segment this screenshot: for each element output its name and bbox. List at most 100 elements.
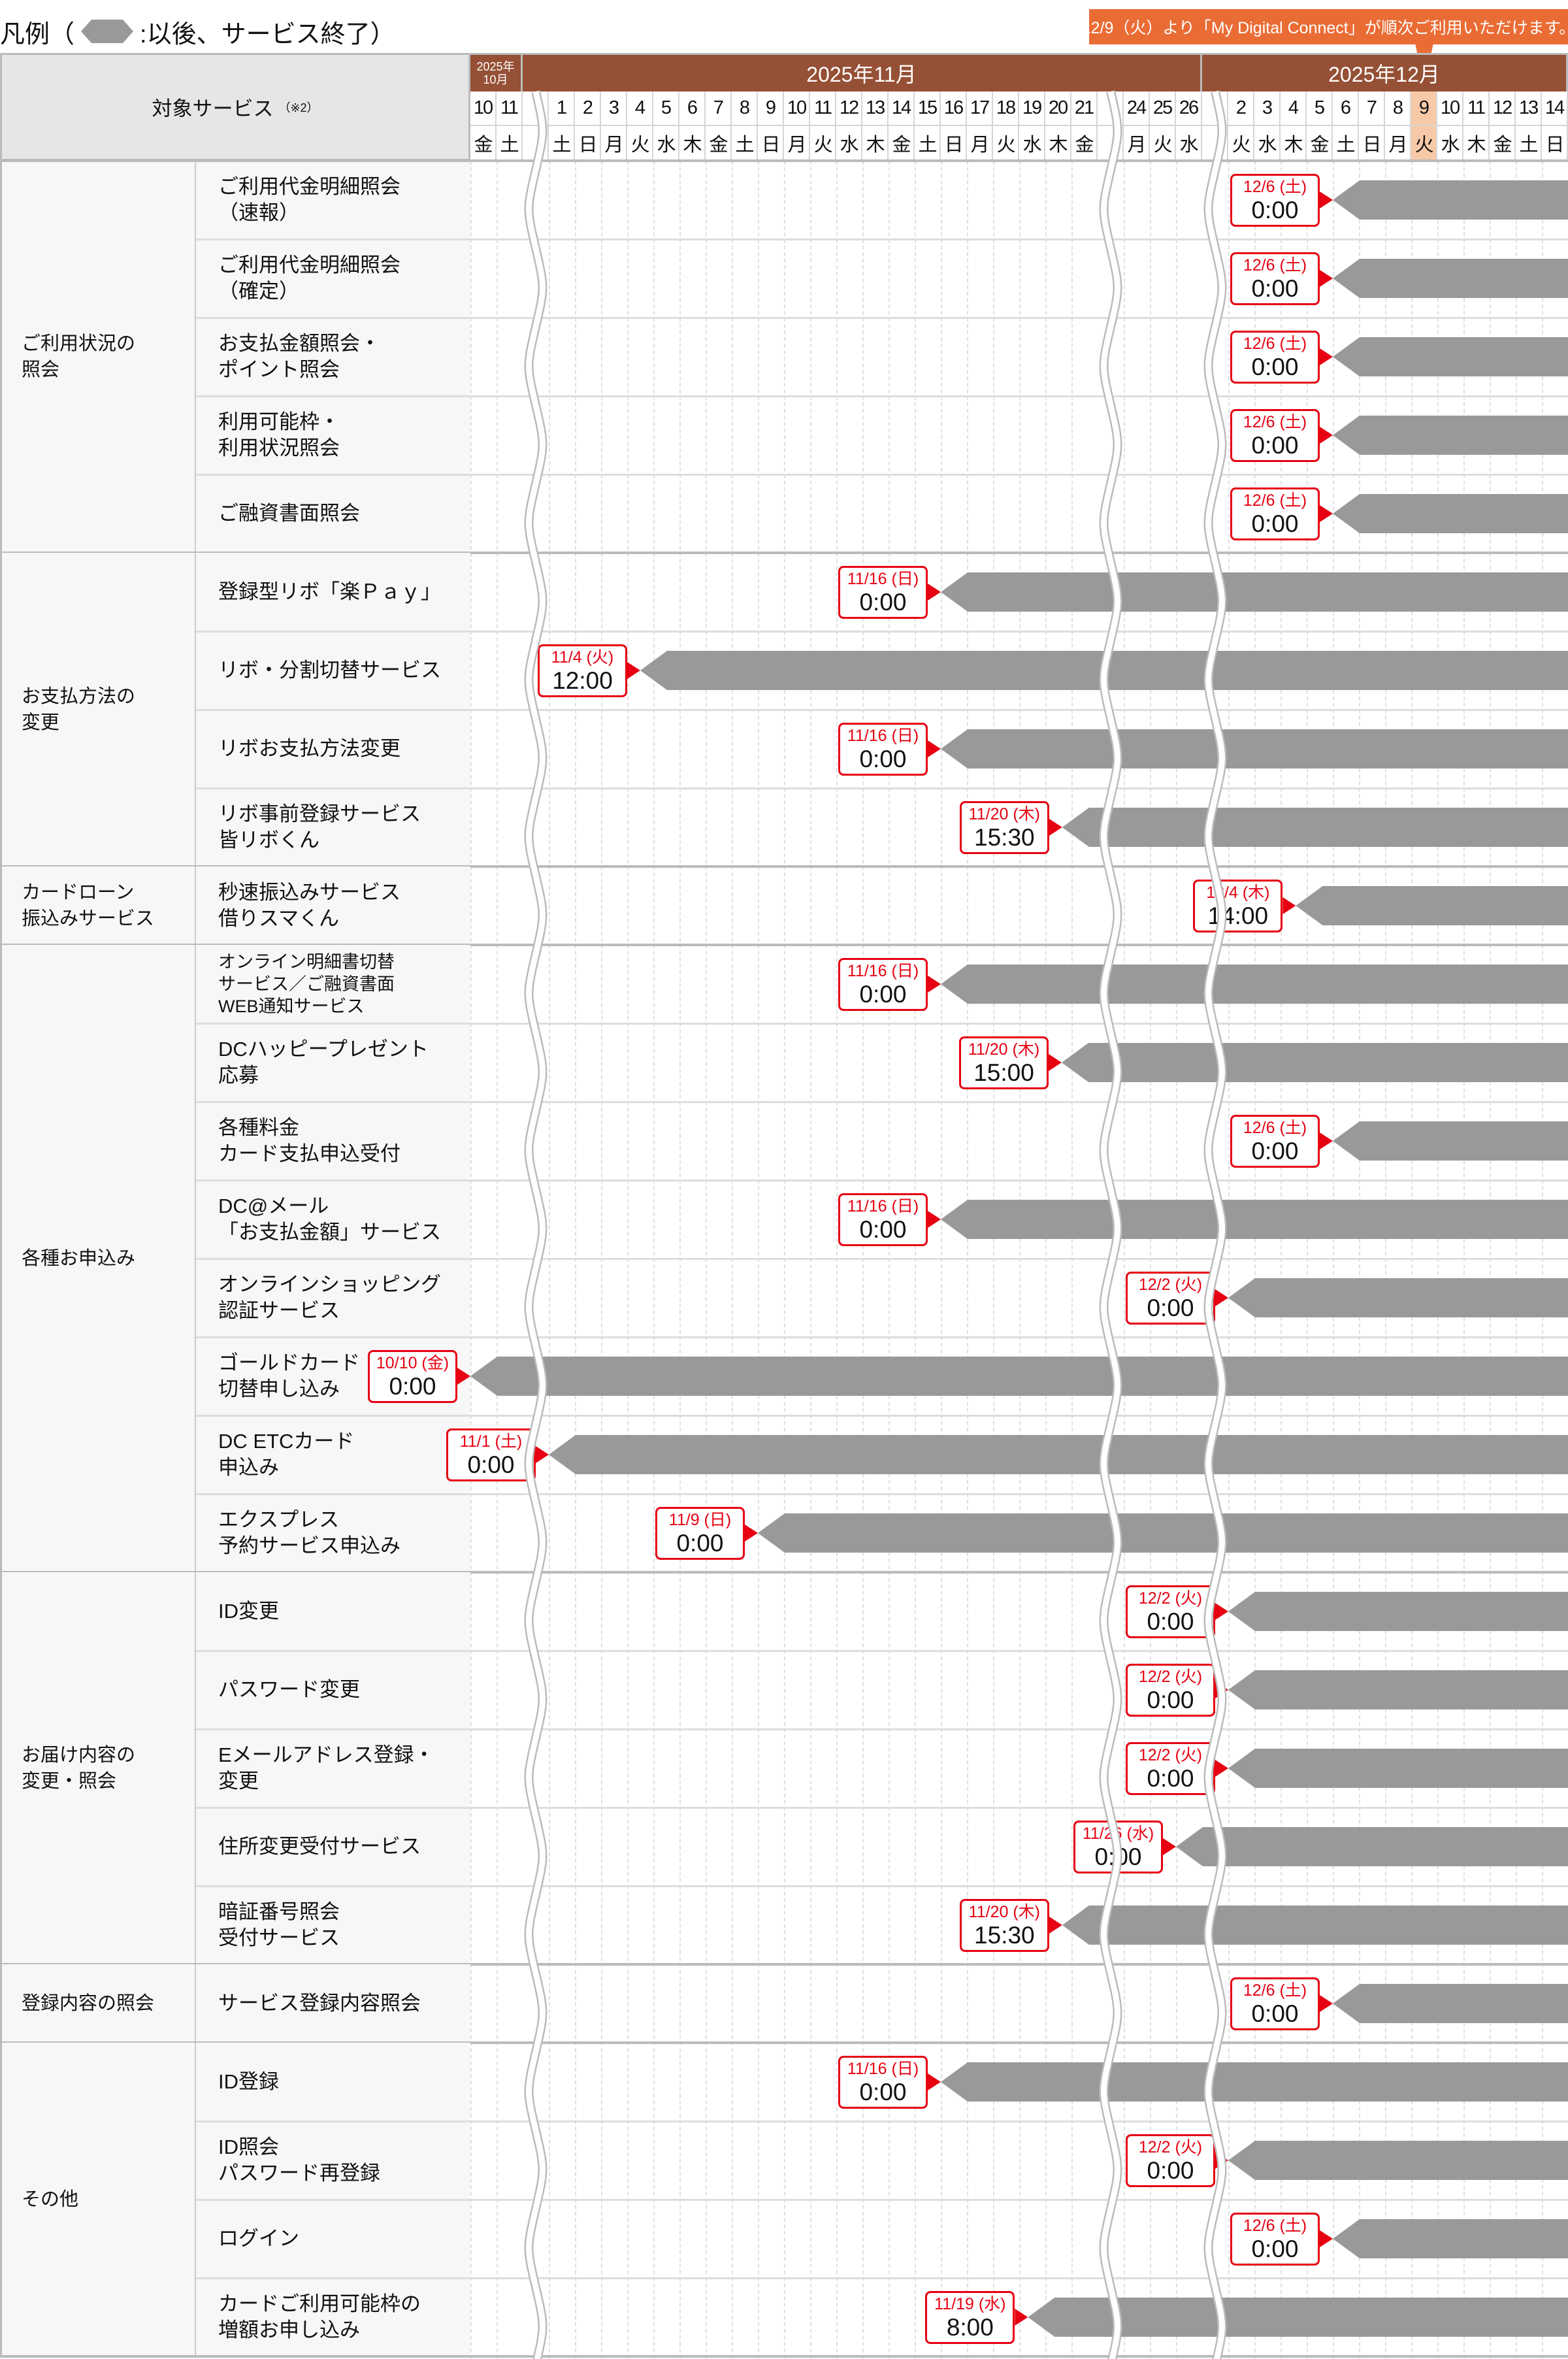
day-gridline (1281, 161, 1282, 2359)
day-gridline (1045, 161, 1047, 2359)
day-gridline (706, 161, 707, 2359)
header-service-note: （※2） (278, 101, 319, 114)
end-date: 11/19 (水) (934, 2294, 1006, 2313)
date-11-20: 20 (1045, 91, 1071, 126)
date-11-11: 11 (810, 91, 836, 126)
end-time: 0:00 (859, 2078, 907, 2105)
weekday-11-8: 土 (732, 126, 758, 161)
service-ended-bar (1333, 259, 1568, 298)
date-12-11: 11 (1463, 91, 1490, 126)
group-label: お届け内容の 変更・照会 (0, 1572, 196, 1964)
day-gridline (1228, 161, 1230, 2359)
date-11-16: 16 (941, 91, 967, 126)
end-datetime-label: 12/6 (土) 0:00 (1230, 331, 1320, 384)
day-gridline (1124, 161, 1125, 2359)
end-time: 0:00 (1251, 510, 1299, 537)
service-name: 利用可能枠・ 利用状況照会 (196, 396, 470, 474)
end-datetime-label: 12/6 (土) 0:00 (1230, 2213, 1320, 2266)
service-ended-bar (1333, 1984, 1568, 2023)
end-time: 15:30 (974, 823, 1035, 851)
service-ended-bar (1228, 1592, 1568, 1631)
row-divider (196, 474, 1568, 476)
service-ended-bar (1296, 886, 1568, 925)
end-date: 11/16 (日) (847, 569, 919, 588)
day-gridline (862, 161, 864, 2359)
end-datetime-label: 12/6 (土) 0:00 (1230, 409, 1320, 462)
day-gridline (1019, 161, 1021, 2359)
end-time: 0:00 (859, 588, 907, 616)
date-12-14: 14 (1542, 91, 1568, 126)
end-date: 12/6 (土) (1243, 1981, 1307, 2000)
end-date: 11/4 (火) (551, 648, 614, 667)
weekday-11-6: 木 (679, 126, 706, 161)
end-date: 11/9 (日) (668, 1510, 732, 1529)
end-time: 15:30 (974, 1921, 1035, 1949)
row-divider (196, 1023, 1568, 1025)
date-11-4: 4 (627, 91, 653, 126)
date-11-14: 14 (889, 91, 915, 126)
date-12-8: 8 (1385, 91, 1411, 126)
row-divider (196, 1885, 1568, 1887)
end-date: 11/20 (木) (968, 1040, 1040, 1059)
service-name: カードご利用可能枠の 増額お申し込み (196, 2278, 470, 2356)
group-divider (0, 865, 1568, 868)
end-datetime-label: 11/4 (火) 12:00 (538, 644, 627, 697)
group-divider (0, 552, 1568, 554)
date-11-19: 19 (1019, 91, 1045, 126)
date-12-13: 13 (1516, 91, 1542, 126)
weekday-11-25: 火 (1150, 126, 1176, 161)
end-datetime-label: 11/16 (日) 0:00 (838, 2056, 928, 2109)
day-gridline (601, 161, 602, 2359)
service-name: ID照会 パスワード再登録 (196, 2121, 470, 2200)
service-name: エクスプレス 予約サービス申込み (196, 1494, 470, 1572)
service-ended-bar (1333, 180, 1568, 220)
service-ended-bar (549, 1435, 1568, 1474)
day-gridline (1071, 161, 1073, 2359)
end-date: 12/6 (土) (1243, 177, 1307, 196)
end-date: 11/16 (日) (847, 726, 919, 745)
day-gridline (1176, 161, 1177, 2359)
date-11-18: 18 (993, 91, 1019, 126)
day-gridline (653, 161, 655, 2359)
date-11-25: 25 (1150, 91, 1176, 126)
end-date: 12/2 (火) (1138, 1667, 1203, 1686)
end-time: 0:00 (1147, 2156, 1194, 2184)
row-divider (196, 709, 1568, 711)
group-divider (0, 944, 1568, 946)
end-date: 12/6 (土) (1243, 256, 1307, 274)
row-divider (196, 239, 1568, 240)
end-datetime-label: 11/16 (日) 0:00 (838, 566, 928, 619)
end-time: 0:00 (389, 1372, 436, 1400)
group-divider (0, 2355, 1568, 2358)
group-divider (0, 1571, 1568, 1574)
weekday-11-5: 水 (653, 126, 679, 161)
month-header-10: 2025年 10月 (470, 53, 523, 91)
weekday-10-11: 土 (497, 126, 523, 161)
date-11-17: 17 (967, 91, 993, 126)
service-name: リボ事前登録サービス 皆リボくん (196, 788, 470, 866)
day-gridline (1437, 161, 1439, 2359)
service-ended-bar (1228, 1278, 1568, 1317)
month-header-12: 2025年12月 (1202, 53, 1568, 91)
end-date: 12/2 (火) (1138, 1745, 1203, 1764)
day-gridline (1385, 161, 1386, 2359)
row-divider (196, 1650, 1568, 1652)
weekday-11-24: 月 (1124, 126, 1150, 161)
end-date: 11/16 (日) (847, 961, 919, 980)
day-gridline (1333, 161, 1334, 2359)
row-divider (196, 1258, 1568, 1260)
weekday-11-18: 火 (993, 126, 1019, 161)
row-divider (196, 2277, 1568, 2279)
service-name: ご融資書面照会 (196, 474, 470, 553)
group-label: お支払方法の 変更 (0, 553, 196, 866)
service-name: リボお支払方法変更 (196, 710, 470, 788)
day-gridline (758, 161, 759, 2359)
day-gridline (470, 161, 472, 2359)
end-time: 8:00 (946, 2313, 994, 2341)
service-name: 住所変更受付サービス (196, 1807, 470, 1886)
weekday-12-5: 金 (1307, 126, 1333, 161)
end-datetime-label: 12/2 (火) 0:00 (1126, 1585, 1215, 1638)
end-time: 0:00 (1147, 1608, 1194, 1635)
legend-prefix: 凡例（ (0, 20, 75, 48)
weekday-11-12: 水 (836, 126, 862, 161)
